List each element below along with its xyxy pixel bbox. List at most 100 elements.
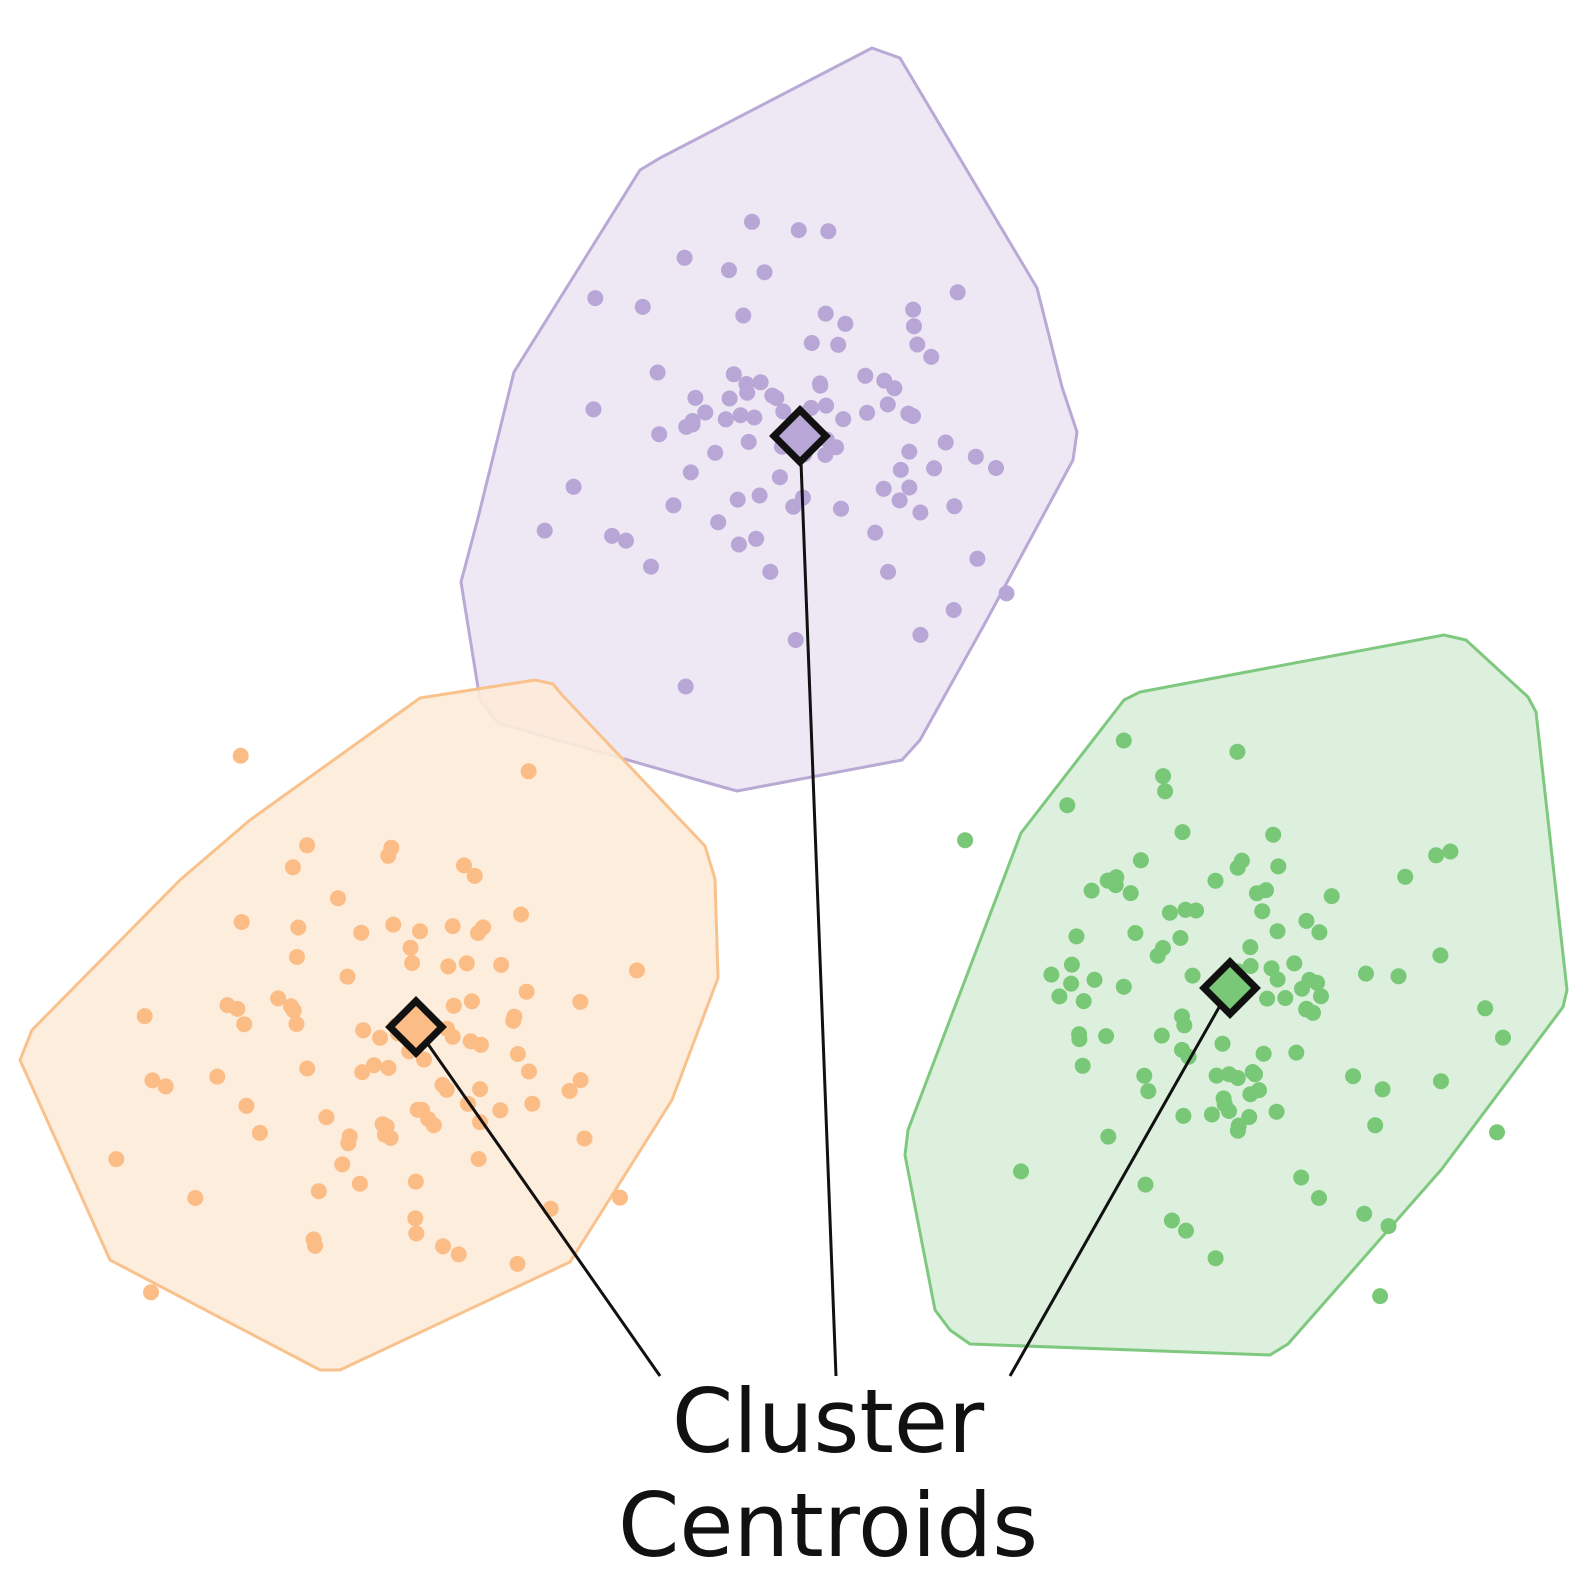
green-data-point [1184, 967, 1201, 984]
purple-data-point [682, 464, 699, 481]
green-data-point [1367, 1117, 1384, 1134]
purple-data-point [643, 558, 659, 575]
orange-data-point [353, 924, 370, 941]
purple-data-point [892, 461, 909, 478]
green-data-point [1489, 1124, 1505, 1141]
purple-data-point [771, 469, 788, 486]
green-data-point [1043, 966, 1060, 983]
green-data-point [1063, 975, 1080, 992]
purple-data-point [937, 434, 954, 451]
green-data-point [1122, 885, 1139, 902]
green-data-point [1161, 904, 1178, 921]
green-data-point [1254, 903, 1271, 920]
purple-data-point [946, 498, 963, 515]
orange-data-point [409, 1101, 426, 1118]
purple-data-point [879, 396, 896, 413]
purple-data-point [905, 301, 922, 318]
green-data-point [1207, 872, 1224, 889]
purple-data-point [912, 504, 929, 521]
green-data-point [1390, 968, 1407, 985]
purple-data-point [817, 305, 834, 322]
purple-data-point [717, 411, 734, 428]
orange-data-point [416, 1051, 432, 1068]
orange-data-point [144, 1072, 161, 1089]
purple-data-point [721, 390, 738, 407]
orange-data-point [628, 962, 645, 979]
purple-data-point [721, 262, 737, 279]
orange-data-point [412, 923, 428, 940]
green-data-point [1108, 869, 1125, 886]
green-centroid-diamond-icon [1199, 957, 1261, 1019]
orange-data-point [506, 1008, 523, 1025]
purple-data-point [988, 460, 1004, 476]
orange-data-point [108, 1151, 125, 1168]
green-data-point [1174, 824, 1191, 841]
green-data-point [1115, 732, 1132, 749]
purple-data-point [565, 478, 582, 495]
orange-data-point [157, 1078, 174, 1095]
orange-data-point [509, 1046, 526, 1062]
green-data-point [1247, 1066, 1263, 1083]
orange-data-point [466, 867, 483, 884]
green-data-point [1207, 1250, 1224, 1267]
green-data-point [1221, 1066, 1238, 1083]
purple-data-point [900, 405, 917, 422]
orange-data-point [380, 847, 397, 864]
purple-data-point [923, 348, 940, 365]
purple-data-point [901, 479, 918, 496]
green-data-point [1155, 940, 1171, 956]
purple-data-point [818, 397, 835, 414]
purple-data-point [697, 404, 714, 421]
green-data-point [1071, 1026, 1088, 1043]
orange-data-point [289, 949, 305, 965]
green-data-point [1263, 960, 1280, 977]
callout-label-line1: Cluster [672, 1370, 985, 1473]
green-data-point [1442, 843, 1459, 860]
orange-data-point [284, 859, 301, 876]
orange-data-point [232, 747, 249, 764]
purple-data-point [949, 284, 966, 301]
green-data-point [1136, 1067, 1153, 1084]
green-data-point [1374, 1081, 1391, 1098]
orange-data-point [251, 1124, 268, 1141]
orange-data-point [472, 1036, 489, 1053]
purple-data-point [735, 307, 752, 324]
green-data-point [1140, 1083, 1157, 1100]
orange-data-point [136, 1008, 153, 1025]
green-data-point [1157, 783, 1174, 800]
green-data-point [1477, 1000, 1494, 1017]
green-data-point [1286, 955, 1303, 972]
leader-lines [414, 435, 1232, 1377]
orange-data-point [229, 1000, 246, 1017]
green-data-point [1277, 990, 1294, 1006]
orange-data-point [509, 1255, 526, 1272]
green-data-point [1132, 852, 1149, 869]
orange-data-point [542, 1200, 559, 1217]
orange-data-point [270, 990, 287, 1007]
green-data-point [1230, 1117, 1247, 1134]
green-data-point [1242, 1086, 1259, 1103]
purple-data-point [998, 585, 1015, 602]
green-data-point [1155, 768, 1172, 785]
green-data-point [1068, 928, 1085, 945]
orange-leader-line [414, 1026, 662, 1377]
cluster-hulls [18, 46, 1569, 1372]
orange-data-point [187, 1190, 204, 1206]
green-data-point [1175, 1107, 1192, 1124]
green-data-point [1432, 947, 1449, 964]
green-data-point [1255, 1045, 1272, 1062]
orange-data-point [376, 1126, 393, 1143]
purple-data-point [752, 374, 769, 391]
orange-data-point [334, 1156, 351, 1173]
orange-data-point [402, 939, 419, 956]
purple-data-point [687, 389, 704, 406]
purple-data-point [762, 563, 779, 580]
orange-data-point [238, 1097, 255, 1114]
orange-data-point [299, 837, 316, 854]
orange-data-point [143, 1284, 159, 1301]
orange-data-point [518, 983, 535, 1000]
purple-data-point [967, 448, 984, 465]
green-data-point [1380, 1218, 1397, 1235]
green-data-point [1268, 1103, 1285, 1120]
orange-data-point [372, 1029, 389, 1046]
